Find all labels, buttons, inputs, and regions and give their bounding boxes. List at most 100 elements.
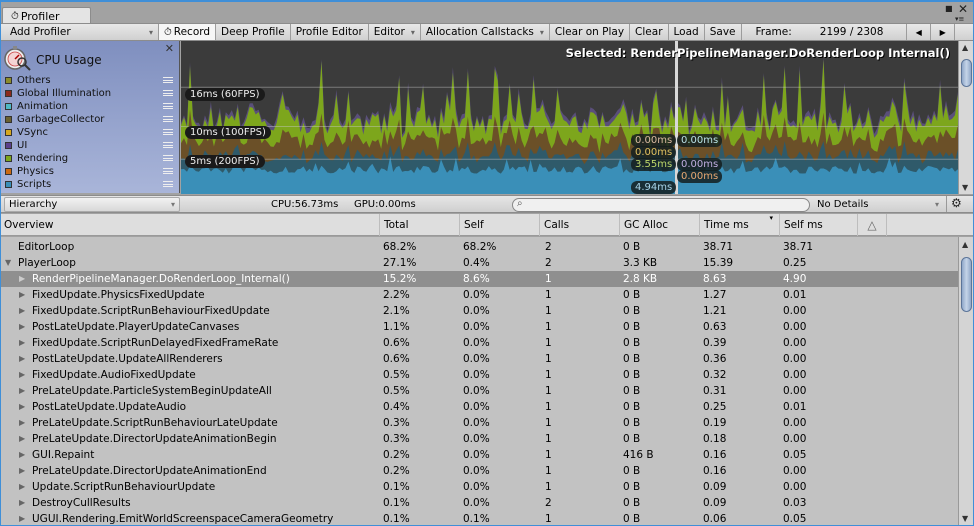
collapsed-arrow-icon[interactable]: ▶ — [19, 322, 26, 331]
maximize-icon[interactable]: ■ — [945, 4, 953, 13]
collapsed-arrow-icon[interactable]: ▶ — [19, 434, 26, 443]
allocation-callstacks-dropdown[interactable]: Allocation Callstacks — [421, 24, 550, 40]
collapsed-arrow-icon[interactable]: ▶ — [19, 306, 26, 315]
table-row[interactable]: ▶ PreLateUpdate.DirectorUpdateAnimationBe… — [1, 431, 958, 447]
close-icon[interactable]: ✕ — [958, 2, 969, 16]
collapsed-arrow-icon[interactable]: ▶ — [19, 274, 26, 283]
table-row[interactable]: ▶ PostLateUpdate.UpdateAudio 0.4% 0.0% 1 0 B 0… — [1, 399, 958, 415]
collapsed-arrow-icon[interactable]: ▶ — [19, 450, 26, 459]
color-swatch[interactable] — [5, 129, 12, 136]
current-frame-button[interactable] — [955, 24, 974, 40]
drag-handle-icon[interactable] — [163, 103, 173, 109]
collapsed-arrow-icon[interactable]: ▶ — [19, 514, 26, 523]
column-overview[interactable]: Overview — [4, 219, 54, 231]
collapsed-arrow-icon[interactable]: ▶ — [19, 354, 26, 363]
drag-handle-icon[interactable] — [163, 116, 173, 122]
legend-item-scripts[interactable]: Scripts — [5, 178, 177, 191]
table-row[interactable]: ▶ Update.ScriptRunBehaviourUpdate 0.1% 0.0%… — [1, 479, 958, 495]
color-swatch[interactable] — [5, 155, 12, 162]
column-total[interactable]: Total — [379, 214, 459, 236]
table-row[interactable]: ▶ PostLateUpdate.PlayerUpdateCanvases 1.1%… — [1, 319, 958, 335]
scroll-down-icon[interactable]: ▼ — [962, 183, 969, 192]
collapsed-arrow-icon[interactable]: ▶ — [19, 498, 26, 507]
clear-on-play-button[interactable]: Clear on Play — [550, 24, 631, 40]
column-warnings[interactable]: △ — [857, 214, 887, 236]
table-row[interactable]: ▶ RenderPipelineManager.DoRenderLoop_Inte… — [1, 271, 958, 287]
profile-editor-button[interactable]: Profile Editor — [291, 24, 369, 40]
table-row[interactable]: ▶ PostLateUpdate.UpdateAllRenderers 0.6% 0.… — [1, 351, 958, 367]
table-row[interactable]: ▶ PreLateUpdate.DirectorUpdateAnimationEn… — [1, 463, 958, 479]
drag-handle-icon[interactable] — [163, 181, 173, 187]
prev-frame-button[interactable]: ◀ — [907, 24, 932, 40]
column-calls[interactable]: Calls — [539, 214, 619, 236]
table-row[interactable]: ▶ FixedUpdate.PhysicsFixedUpdate 2.2% 0.0% 1… — [1, 287, 958, 303]
table-row[interactable]: ▼ PlayerLoop 27.1% 0.4% 2 3.3 KB 15.39 0.25 — [1, 255, 958, 271]
add-profiler-dropdown[interactable]: Add Profiler — [0, 24, 159, 40]
scroll-down-icon[interactable]: ▼ — [962, 514, 969, 523]
record-button[interactable]: ⏱ Record — [158, 24, 217, 40]
column-time-ms[interactable]: Time ms ▾ — [699, 214, 779, 236]
table-row[interactable]: ▶ DestroyCullResults 0.1% 0.0% 2 0 B 0.09 0.03 — [1, 495, 958, 511]
clear-button[interactable]: Clear — [630, 24, 669, 40]
save-button[interactable]: Save — [705, 24, 742, 40]
scroll-up-icon[interactable]: ▲ — [962, 43, 969, 52]
table-row[interactable]: ▶ GUI.Repaint 0.2% 0.0% 1 416 B 0.16 0.05 — [1, 447, 958, 463]
table-row[interactable]: ▶ FixedUpdate.AudioFixedUpdate 0.5% 0.0% 1 0 … — [1, 367, 958, 383]
chart-scrollbar[interactable]: ▲ ▼ — [958, 41, 973, 194]
table-row[interactable]: EditorLoop 68.2% 68.2% 2 0 B 38.71 38.71 — [1, 239, 958, 255]
collapsed-arrow-icon[interactable]: ▶ — [19, 482, 26, 491]
drag-handle-icon[interactable] — [163, 155, 173, 161]
editor-target-dropdown[interactable]: Editor — [369, 24, 421, 40]
collapsed-arrow-icon[interactable]: ▶ — [19, 466, 26, 475]
collapsed-arrow-icon[interactable]: ▶ — [19, 402, 26, 411]
tab-profiler[interactable]: ⏱ Profiler — [2, 7, 91, 25]
legend-item-garbagecollector[interactable]: GarbageCollector — [5, 113, 177, 126]
scroll-up-icon[interactable]: ▲ — [962, 240, 969, 249]
table-row[interactable]: ▶ FixedUpdate.ScriptRunBehaviourFixedUpda… — [1, 303, 958, 319]
table-row[interactable]: ▶ FixedUpdate.ScriptRunDelayedFixedFrameR… — [1, 335, 958, 351]
gear-icon[interactable]: ⚙ — [946, 196, 962, 212]
menu-icon[interactable]: ▾≡ — [955, 15, 965, 23]
color-swatch[interactable] — [5, 77, 12, 84]
color-swatch[interactable] — [5, 181, 12, 188]
column-gc-alloc[interactable]: GC Alloc — [619, 214, 699, 236]
legend-item-global-illumination[interactable]: Global Illumination — [5, 87, 177, 100]
drag-handle-icon[interactable] — [163, 129, 173, 135]
legend-item-animation[interactable]: Animation — [5, 100, 177, 113]
legend-item-physics[interactable]: Physics — [5, 165, 177, 178]
legend-item-others[interactable]: Others — [5, 74, 177, 87]
details-dropdown[interactable]: No Details — [813, 197, 943, 212]
legend-item-ui[interactable]: UI — [5, 139, 177, 152]
expanded-arrow-icon[interactable]: ▼ — [5, 258, 12, 267]
color-swatch[interactable] — [5, 103, 12, 110]
next-frame-button[interactable]: ▶ — [931, 24, 956, 40]
search-input[interactable]: ⌕ — [512, 198, 810, 212]
chart-scroll-thumb[interactable] — [961, 59, 972, 87]
cpu-usage-chart[interactable]: Selected: RenderPipelineManager.DoRender… — [181, 41, 958, 194]
table-scroll-thumb[interactable] — [961, 257, 972, 312]
view-mode-dropdown[interactable]: Hierarchy — [4, 197, 180, 212]
drag-handle-icon[interactable] — [163, 168, 173, 174]
close-module-icon[interactable]: ✕ — [164, 42, 174, 55]
color-swatch[interactable] — [5, 142, 12, 149]
color-swatch[interactable] — [5, 168, 12, 175]
collapsed-arrow-icon[interactable]: ▶ — [19, 370, 26, 379]
table-row[interactable]: ▶ PreLateUpdate.ParticleSystemBeginUpdate… — [1, 383, 958, 399]
cpu-usage-legend[interactable]: CPU Usage ✕ Others Global Illumination Ani… — [0, 41, 180, 193]
collapsed-arrow-icon[interactable]: ▶ — [19, 338, 26, 347]
collapsed-arrow-icon[interactable]: ▶ — [19, 290, 26, 299]
table-row[interactable]: ▶ UGUI.Rendering.EmitWorldScreenspaceCame… — [1, 511, 958, 526]
collapsed-arrow-icon[interactable]: ▶ — [19, 386, 26, 395]
color-swatch[interactable] — [5, 116, 12, 123]
drag-handle-icon[interactable] — [163, 142, 173, 148]
legend-item-rendering[interactable]: Rendering — [5, 152, 177, 165]
deep-profile-button[interactable]: Deep Profile — [216, 24, 291, 40]
column-self-ms[interactable]: Self ms — [779, 214, 857, 236]
collapsed-arrow-icon[interactable]: ▶ — [19, 418, 26, 427]
legend-item-vsync[interactable]: VSync — [5, 126, 177, 139]
color-swatch[interactable] — [5, 90, 12, 97]
drag-handle-icon[interactable] — [163, 90, 173, 96]
column-self[interactable]: Self — [459, 214, 539, 236]
table-row[interactable]: ▶ PreLateUpdate.ScriptRunBehaviourLateUpd… — [1, 415, 958, 431]
drag-handle-icon[interactable] — [163, 77, 173, 83]
